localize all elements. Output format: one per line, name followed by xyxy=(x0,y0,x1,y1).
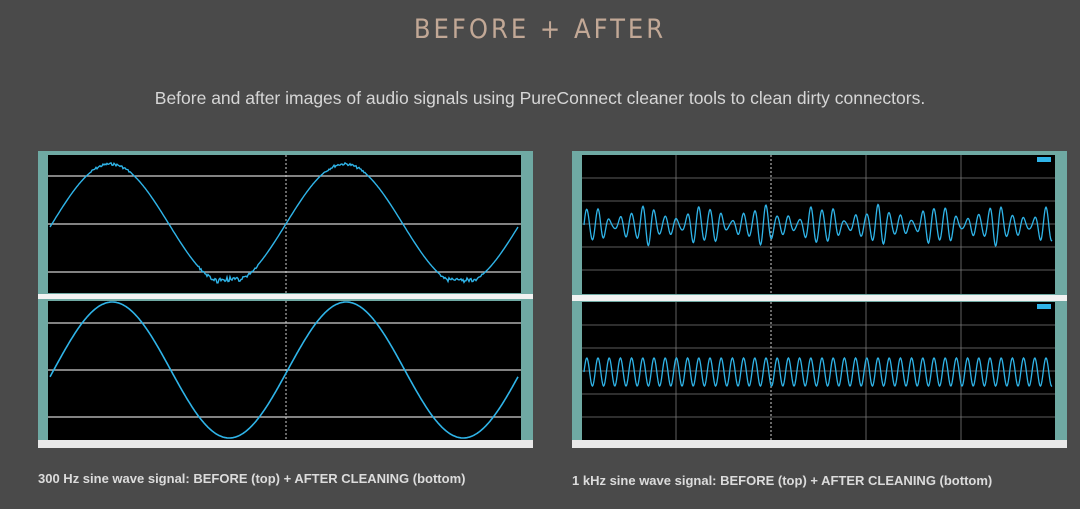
top-screen xyxy=(582,155,1055,294)
trace-1khz-before xyxy=(583,203,1053,247)
page-subtitle: Before and after images of audio signals… xyxy=(154,88,926,108)
scope-image-300hz xyxy=(38,151,533,448)
trace-300hz-after xyxy=(49,301,519,439)
caption-300hz: 300 Hz sine wave signal: BEFORE (top) + … xyxy=(38,471,466,486)
scope-image-1khz xyxy=(572,151,1067,448)
caption-1khz: 1 kHz sine wave signal: BEFORE (top) + A… xyxy=(572,473,993,488)
trace-300hz-before xyxy=(49,161,519,284)
trace-1khz-after xyxy=(583,357,1053,387)
page-title: BEFORE + AFTER xyxy=(413,14,667,45)
